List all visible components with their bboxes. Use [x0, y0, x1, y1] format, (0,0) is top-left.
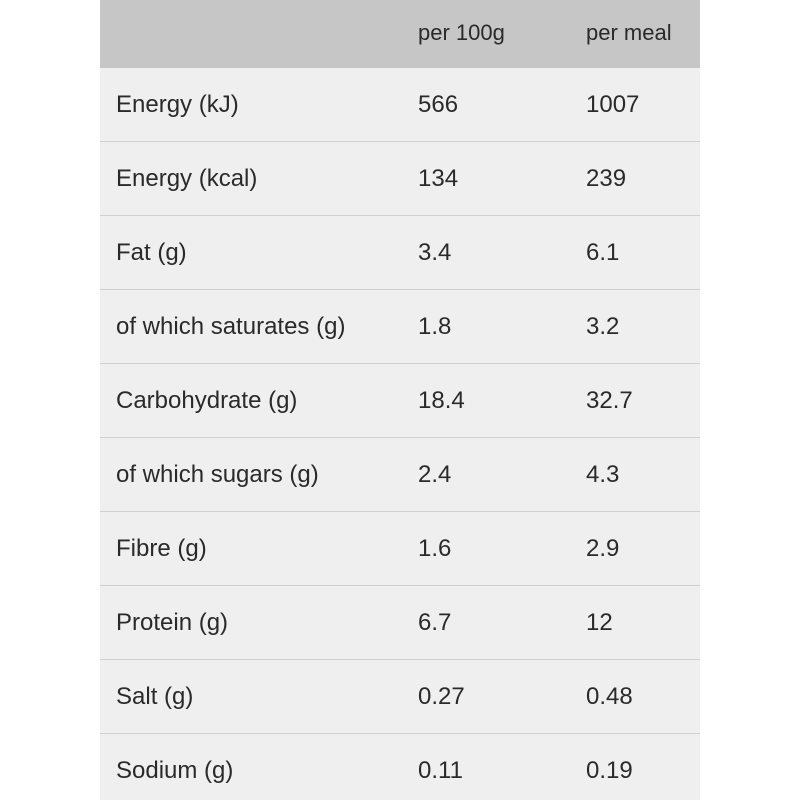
table-header: per 100g per meal	[100, 0, 700, 68]
nutrient-name: Carbohydrate (g)	[116, 387, 298, 414]
nutrient-name: of which saturates (g)	[116, 313, 346, 340]
nutrient-name: Sodium (g)	[116, 757, 234, 784]
value-per-meal: 239	[586, 165, 627, 192]
value-per-meal: 0.48	[586, 683, 633, 710]
table-row: Fibre (g) 1.6 2.9	[100, 512, 700, 586]
value-per-meal: 3.2	[586, 313, 620, 340]
nutrition-table: per 100g per meal Energy (kJ) 566 1007 E…	[100, 0, 700, 800]
nutrient-name: of which sugars (g)	[116, 461, 319, 488]
value-per-meal: 4.3	[586, 461, 620, 488]
table-row: of which saturates (g) 1.8 3.2	[100, 290, 700, 364]
header-per-100g: per 100g	[418, 20, 505, 45]
header-per-meal: per meal	[586, 20, 672, 45]
value-per-meal: 6.1	[586, 239, 620, 266]
value-per-100g: 1.6	[418, 535, 452, 562]
value-per-100g: 1.8	[418, 313, 452, 340]
value-per-100g: 134	[418, 165, 459, 192]
table-row: of which sugars (g) 2.4 4.3	[100, 438, 700, 512]
nutrient-name: Protein (g)	[116, 609, 229, 636]
value-per-100g: 18.4	[418, 387, 465, 414]
value-per-100g: 3.4	[418, 239, 452, 266]
table-row: Sodium (g) 0.11 0.19	[100, 734, 700, 807]
value-per-100g: 0.27	[418, 683, 465, 710]
value-per-meal: 32.7	[586, 387, 633, 414]
table-row: Fat (g) 3.4 6.1	[100, 216, 700, 290]
value-per-100g: 0.11	[418, 757, 463, 784]
value-per-100g: 2.4	[418, 461, 452, 488]
table-row: Energy (kJ) 566 1007	[100, 68, 700, 142]
nutrient-name: Fibre (g)	[116, 535, 207, 562]
nutrient-name: Fat (g)	[116, 239, 187, 266]
table-row: Energy (kcal) 134 239	[100, 142, 700, 216]
value-per-meal: 0.19	[586, 757, 633, 784]
table-row: Protein (g) 6.7 12	[100, 586, 700, 660]
value-per-meal: 1007	[586, 91, 640, 118]
value-per-100g: 566	[418, 91, 459, 118]
nutrient-name: Salt (g)	[116, 683, 194, 710]
nutrient-name: Energy (kcal)	[116, 165, 258, 192]
table-row: Salt (g) 0.27 0.48	[100, 660, 700, 734]
value-per-meal: 12	[586, 609, 613, 636]
value-per-100g: 6.7	[418, 609, 452, 636]
value-per-meal: 2.9	[586, 535, 620, 562]
table-row: Carbohydrate (g) 18.4 32.7	[100, 364, 700, 438]
nutrient-name: Energy (kJ)	[116, 91, 239, 118]
